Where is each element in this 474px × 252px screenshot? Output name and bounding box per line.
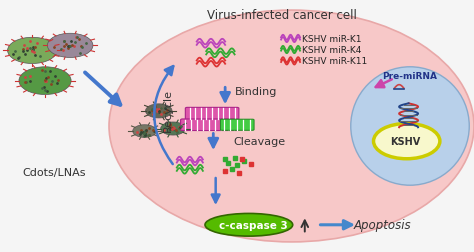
Ellipse shape <box>109 10 474 242</box>
Text: Recycle: Recycle <box>163 89 173 132</box>
Circle shape <box>374 124 439 158</box>
Circle shape <box>47 33 93 57</box>
Text: Binding: Binding <box>235 87 277 97</box>
Text: KSHV: KSHV <box>390 137 420 147</box>
Text: KSHV miR-K1: KSHV miR-K1 <box>302 35 362 44</box>
Text: Cleavage: Cleavage <box>234 137 286 147</box>
Text: Apoptosis: Apoptosis <box>353 219 411 232</box>
Circle shape <box>161 122 185 135</box>
Circle shape <box>146 104 172 118</box>
Text: Pre-miRNA: Pre-miRNA <box>383 72 438 81</box>
Circle shape <box>19 67 71 94</box>
FancyBboxPatch shape <box>185 107 239 120</box>
Text: KSHV miR-K4: KSHV miR-K4 <box>302 46 362 55</box>
Ellipse shape <box>351 67 469 185</box>
FancyBboxPatch shape <box>181 119 239 131</box>
Circle shape <box>133 125 156 137</box>
Text: Cdots/LNAs: Cdots/LNAs <box>23 168 86 178</box>
Text: c-caspase 3: c-caspase 3 <box>219 220 288 231</box>
FancyBboxPatch shape <box>220 119 254 130</box>
Circle shape <box>8 37 57 64</box>
Ellipse shape <box>205 213 293 236</box>
Text: Virus-infected cancer cell: Virus-infected cancer cell <box>207 9 357 22</box>
Text: KSHV miR-K11: KSHV miR-K11 <box>302 57 368 66</box>
